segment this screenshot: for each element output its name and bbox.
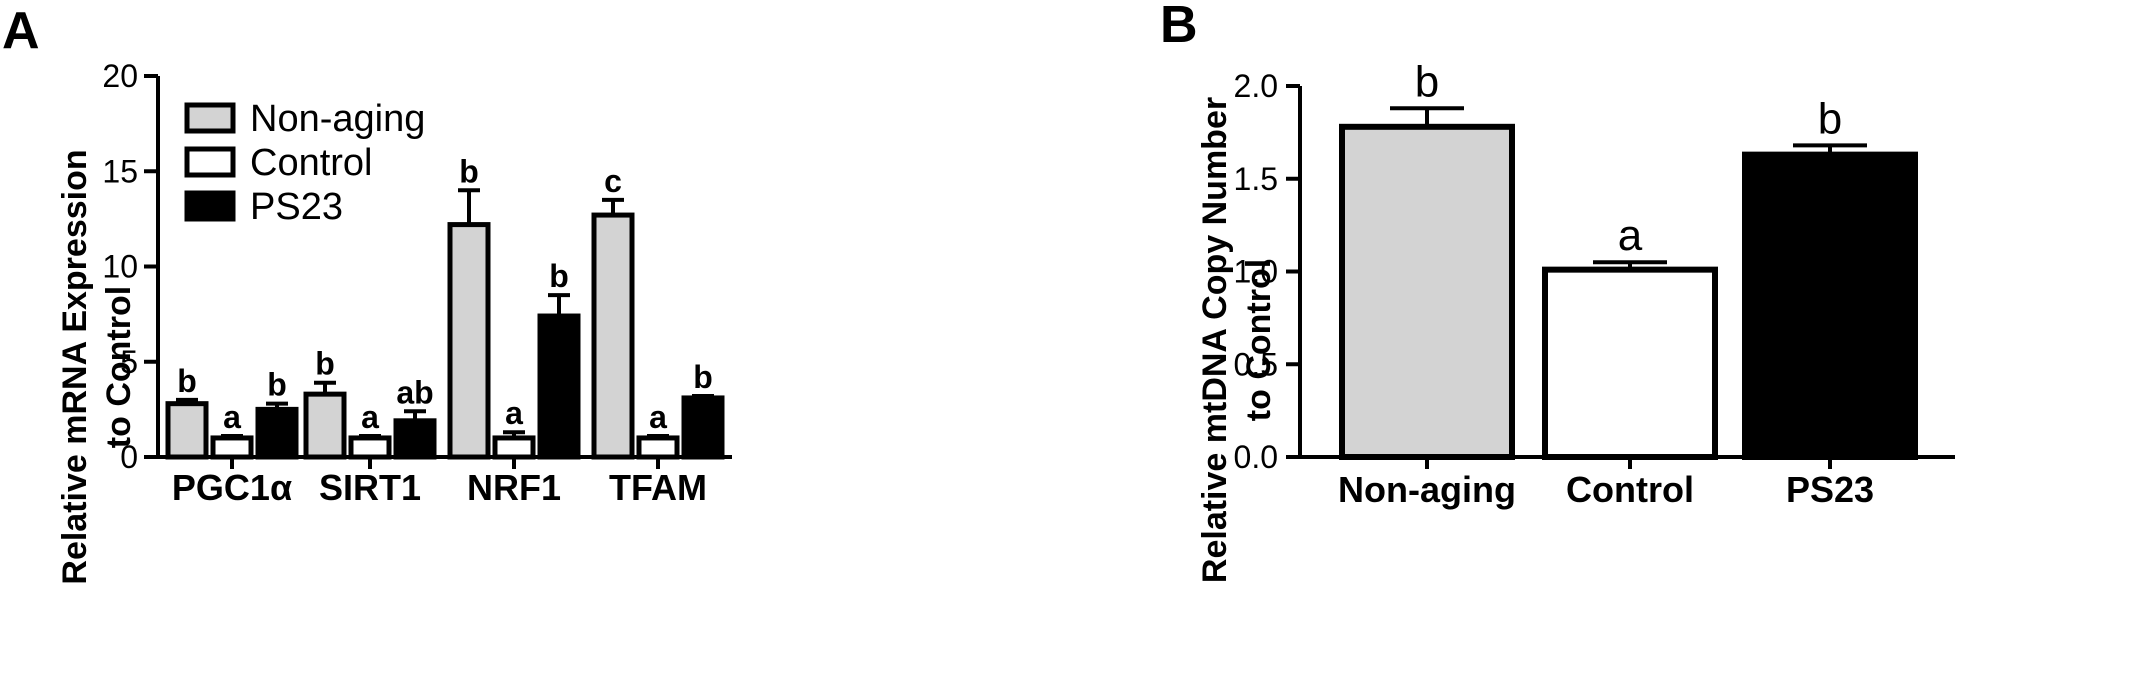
panel-a-ylabel-line1: Relative mRNA Expression (56, 149, 94, 584)
bar-ps23-nrf1 (537, 313, 581, 460)
panel-a: A Relative mRNA Expression to Control 0 5… (2, 2, 732, 585)
sig-label-ps23-sirt1: ab (396, 374, 433, 410)
bar-control-sirt1 (348, 435, 392, 460)
sig-label-non-aging: b (1415, 57, 1439, 106)
bar-ps23 (1742, 151, 1918, 460)
panel-b-y-tick-label-0: 0.0 (1234, 439, 1278, 475)
panel-b: B Relative mtDNA Copy Number to Control … (1160, 0, 1955, 583)
panel-b-x-tick-label-control: Control (1566, 469, 1694, 510)
panel-a-y-tick-label-0: 0 (120, 439, 138, 475)
panel-b-y-tick-label-1: 0.5 (1234, 346, 1278, 382)
sig-label-non-aging-pgc1: b (177, 363, 197, 399)
legend-label-ps23: PS23 (250, 186, 343, 228)
legend-swatch-ps23 (184, 190, 236, 222)
panel-a-y-axis: 0 5 10 15 20 (102, 58, 160, 475)
panel-a-y-tick-label-3: 15 (102, 153, 138, 189)
panel-b-y-tick-label-2: 1.0 (1234, 254, 1278, 290)
sig-label-control-nrf1: a (505, 395, 523, 431)
sig-label-ps23-nrf1: b (549, 258, 569, 294)
bar-control-tfam (636, 435, 680, 460)
bar-non-aging-tfam (591, 212, 635, 460)
panel-a-ylabel-line2: to Control (100, 286, 138, 448)
sig-label-non-aging-nrf1: b (459, 153, 479, 189)
panel-a-x-tick-label-sirt1: SIRT1 (319, 467, 421, 508)
bar-control-nrf1 (492, 435, 536, 460)
panel-b-ylabel-line2: to Control (1240, 259, 1278, 421)
panel-b-x-axis: Non-aging Control PS23 (1298, 455, 1955, 510)
panel-b-bars: b a b (1339, 57, 1918, 460)
sig-label-ps23-tfam: b (693, 359, 713, 395)
bar-non-aging (1339, 123, 1515, 460)
panel-a-y-tick-label-1: 5 (120, 344, 138, 380)
sig-label-control-pgc1: a (223, 399, 241, 435)
panel-b-ylabel-line1: Relative mtDNA Copy Number (1196, 97, 1234, 583)
panel-a-x-tick-label-pgc1: PGC1α (172, 467, 292, 508)
bar-ps23-tfam (681, 395, 725, 460)
bar-non-aging-nrf1 (447, 222, 491, 460)
panel-b-x-tick-label-ps23: PS23 (1786, 469, 1874, 510)
sig-label-ps23: b (1818, 94, 1842, 143)
legend-label-control: Control (250, 142, 373, 184)
sig-label-control: a (1618, 211, 1643, 260)
legend-swatch-control (184, 146, 236, 178)
panel-a-x-tick-label-nrf1: NRF1 (467, 467, 561, 508)
bar-control (1542, 266, 1718, 460)
bar-ps23-sirt1 (393, 418, 437, 460)
panel-a-y-tick-label-2: 10 (102, 249, 138, 285)
bar-non-aging-sirt1 (303, 391, 347, 460)
sig-label-ps23-pgc1: b (267, 367, 287, 403)
sig-label-non-aging-sirt1: b (315, 346, 335, 382)
legend-label-non-aging: Non-aging (250, 98, 425, 140)
panel-b-y-axis: 0.0 0.5 1.0 1.5 2.0 (1234, 68, 1302, 475)
sig-label-control-sirt1: a (361, 399, 379, 435)
panel-b-x-tick-label-non-aging: Non-aging (1338, 469, 1516, 510)
panel-a-y-tick-label-4: 20 (102, 58, 138, 94)
legend-swatch-non-aging (184, 102, 236, 134)
panel-a-x-axis: PGC1α SIRT1 NRF1 TFAM (156, 455, 732, 508)
bar-control-pgc1 (210, 435, 254, 460)
panel-a-x-tick-label-tfam: TFAM (609, 467, 707, 508)
panel-b-y-tick-label-3: 1.5 (1234, 161, 1278, 197)
bar-ps23-pgc1 (255, 406, 299, 460)
sig-label-control-tfam: a (649, 399, 667, 435)
panel-a-letter: A (2, 2, 40, 60)
panel-b-letter: B (1160, 0, 1198, 54)
panel-b-y-tick-label-4: 2.0 (1234, 68, 1278, 104)
sig-label-non-aging-tfam: c (604, 163, 622, 199)
bar-non-aging-pgc1 (165, 401, 209, 460)
